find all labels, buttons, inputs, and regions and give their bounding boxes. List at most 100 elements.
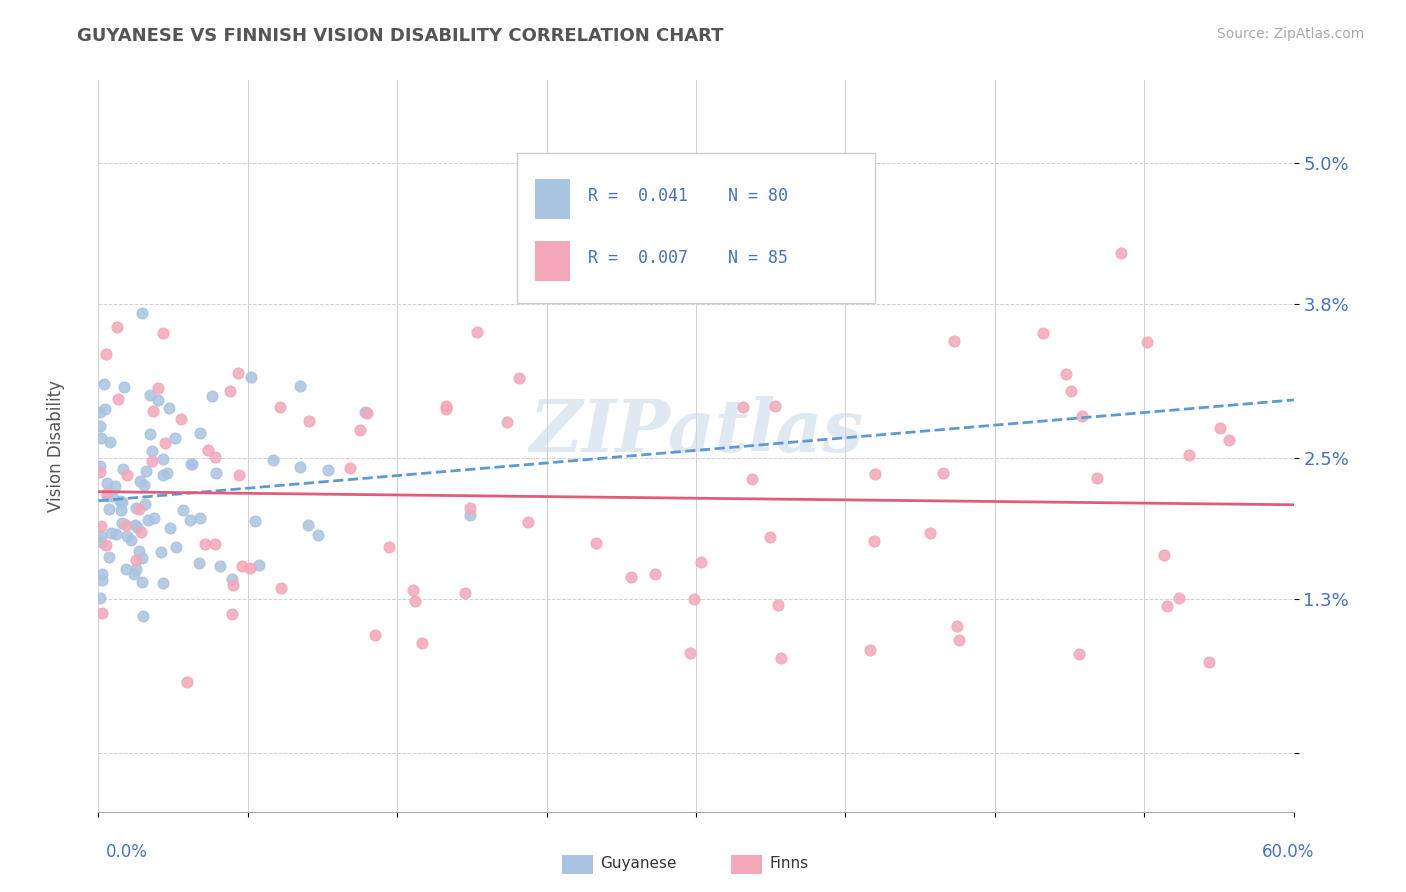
Point	[110, 503, 132, 517]
Point	[231, 558, 253, 573]
Point	[90, 431, 112, 445]
Point	[115, 467, 138, 482]
Point	[129, 474, 152, 488]
Point	[208, 559, 231, 574]
Point	[125, 562, 148, 576]
Point	[731, 400, 754, 414]
Text: R =  0.041    N = 80: R = 0.041 N = 80	[589, 186, 789, 205]
Point	[89, 465, 111, 479]
Text: 60.0%: 60.0%	[1263, 843, 1315, 861]
Point	[104, 479, 127, 493]
Point	[1218, 434, 1240, 448]
Point	[96, 538, 118, 552]
Point	[307, 528, 329, 542]
Point	[141, 444, 163, 458]
Point	[108, 493, 131, 508]
Text: Vision Disability: Vision Disability	[48, 380, 65, 512]
Point	[131, 574, 153, 589]
Point	[90, 566, 112, 581]
Point	[89, 419, 111, 434]
Point	[434, 399, 457, 413]
Point	[129, 525, 152, 540]
Point	[349, 423, 371, 437]
Point	[100, 525, 122, 540]
Point	[111, 495, 134, 509]
Point	[585, 535, 607, 549]
Point	[132, 608, 155, 623]
Point	[508, 370, 530, 384]
Point	[411, 636, 433, 650]
Point	[249, 558, 271, 573]
Point	[97, 550, 120, 565]
Point	[150, 545, 173, 559]
Point	[128, 502, 150, 516]
Point	[111, 516, 134, 530]
Point	[101, 489, 124, 503]
Point	[163, 431, 186, 445]
Point	[152, 326, 174, 341]
Point	[90, 529, 112, 543]
Point	[378, 540, 401, 554]
Point	[115, 528, 138, 542]
Point	[766, 598, 789, 612]
Point	[91, 573, 114, 587]
Point	[146, 393, 169, 408]
Point	[364, 628, 387, 642]
Point	[194, 537, 217, 551]
Point	[188, 556, 211, 570]
Point	[862, 534, 884, 549]
Point	[204, 450, 226, 464]
Point	[156, 466, 179, 480]
Point	[172, 503, 194, 517]
Point	[115, 518, 138, 533]
Point	[205, 466, 228, 480]
Point	[152, 467, 174, 482]
Point	[97, 502, 120, 516]
Point	[620, 570, 643, 584]
FancyBboxPatch shape	[517, 153, 876, 303]
Point	[96, 489, 118, 503]
Point	[690, 555, 713, 569]
Point	[181, 457, 204, 471]
Point	[1054, 368, 1077, 382]
Point	[188, 425, 211, 440]
Point	[434, 402, 457, 417]
Point	[125, 501, 148, 516]
Point	[204, 537, 226, 551]
Point	[948, 632, 970, 647]
Point	[197, 442, 219, 457]
Point	[1178, 448, 1201, 462]
Text: Guyanese: Guyanese	[600, 856, 676, 871]
Point	[219, 384, 242, 398]
Point	[316, 463, 339, 477]
Point	[865, 467, 887, 482]
Point	[741, 472, 763, 486]
Point	[402, 582, 425, 597]
Point	[176, 675, 198, 690]
Point	[460, 501, 482, 516]
Point	[107, 392, 129, 406]
Point	[517, 515, 540, 529]
Text: Source: ZipAtlas.com: Source: ZipAtlas.com	[1216, 27, 1364, 41]
Point	[152, 576, 174, 591]
Point	[159, 521, 181, 535]
Point	[1136, 334, 1159, 349]
Text: GUYANESE VS FINNISH VISION DISABILITY CORRELATION CHART: GUYANESE VS FINNISH VISION DISABILITY CO…	[77, 27, 724, 45]
Point	[239, 561, 262, 575]
Point	[143, 511, 166, 525]
Point	[131, 550, 153, 565]
Point	[496, 415, 519, 429]
Point	[125, 553, 148, 567]
Point	[91, 606, 114, 620]
Point	[356, 406, 378, 420]
Point	[288, 460, 311, 475]
Point	[89, 458, 111, 473]
Text: Finns: Finns	[769, 856, 808, 871]
Point	[1069, 647, 1091, 661]
Point	[859, 643, 882, 657]
Point	[89, 405, 111, 419]
Point	[1059, 384, 1081, 398]
Point	[125, 520, 148, 534]
Point	[90, 518, 112, 533]
Point	[931, 466, 953, 480]
